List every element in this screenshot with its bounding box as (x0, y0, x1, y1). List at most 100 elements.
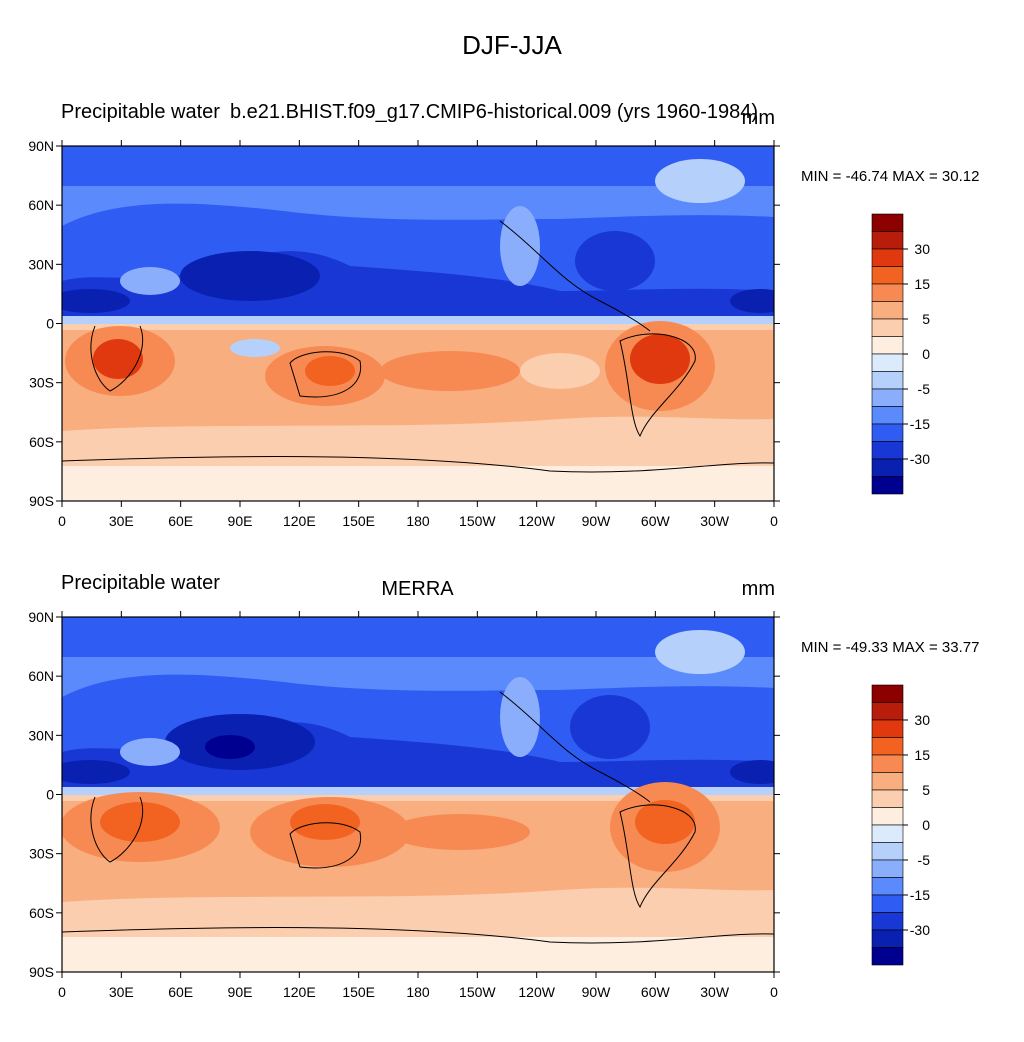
colorbar-label: -15 (910, 887, 930, 903)
lat-tick-label: 30N (28, 256, 54, 272)
colorbar-label: -30 (910, 922, 930, 938)
lat-tick-label: 90N (28, 609, 54, 625)
lon-tick-label: 0 (770, 513, 778, 529)
lon-tick-label: 0 (58, 984, 66, 1000)
colorbar-swatch (871, 213, 904, 232)
lon-tick-label: 0 (770, 984, 778, 1000)
colorbar-label: -5 (918, 852, 931, 868)
colorbar-swatch (871, 877, 904, 896)
colorbar-swatch (871, 301, 904, 320)
panel-obs: Precipitable water MERRA mm MIN = -49.33… (0, 572, 1024, 1042)
colorbar-swatch (871, 894, 904, 913)
colorbar-swatch (871, 423, 904, 442)
lat-tick-labels: 90N 60N 30N 0 30S 60S 90S (28, 609, 54, 980)
colorbar-label: 0 (922, 817, 930, 833)
colorbar-label: 0 (922, 346, 930, 362)
lat-tick-label: 30S (29, 846, 54, 862)
colorbar-swatch (871, 737, 904, 756)
lon-tick-label: 150W (459, 513, 496, 529)
lon-tick-label: 180 (406, 513, 430, 529)
lon-tick-label: 150E (342, 513, 375, 529)
lat-tick-label: 0 (46, 787, 54, 803)
colorbar-label: 15 (914, 747, 930, 763)
colorbar-swatch (871, 702, 904, 721)
panel-left-title: Precipitable water (61, 572, 220, 594)
contour-field (62, 617, 774, 972)
colorbar-label: -15 (910, 416, 930, 432)
colorbar-swatch (871, 231, 904, 250)
colorbar-swatch (871, 754, 904, 773)
map-plot: 90N 60N 30N 0 30S 60S 90S 0 30E 60E 90E 120E 150E 18… (28, 138, 931, 529)
colorbar-swatch (871, 684, 904, 703)
lon-tick-label: 30W (700, 513, 730, 529)
colorbar-swatch (871, 929, 904, 948)
colorbar-swatch (871, 719, 904, 738)
lon-tick-label: 30W (700, 984, 730, 1000)
colorbar-swatch (871, 248, 904, 267)
lon-tick-label: 90E (228, 513, 253, 529)
lon-tick-label: 60W (641, 984, 671, 1000)
colorbar-label: 30 (914, 712, 930, 728)
lon-tick-label: 30E (109, 984, 134, 1000)
panel-left-title: Precipitable water (61, 101, 220, 123)
lat-tick-label: 60N (28, 668, 54, 684)
min-max-label: MIN = -46.74 MAX = 30.12 (801, 168, 980, 185)
colorbar-swatch (871, 441, 904, 460)
lat-tick-label: 0 (46, 316, 54, 332)
colorbar-swatch (871, 458, 904, 477)
colorbar-swatch (871, 859, 904, 878)
coastlines (62, 691, 774, 944)
lon-tick-label: 90W (582, 513, 612, 529)
colorbar-swatch (871, 947, 904, 966)
lat-tick-label: 90S (29, 493, 54, 509)
lon-tick-label: 60E (168, 513, 193, 529)
panel-model: Precipitable water b.e21.BHIST.f09_g17.C… (0, 101, 1024, 571)
lon-tick-labels: 0 30E 60E 90E 120E 150E 180 150W 120W 90W 60W 30W 0 (58, 513, 778, 529)
figure-title: DJF-JJA (462, 30, 562, 60)
lon-tick-label: 150E (342, 984, 375, 1000)
lon-tick-labels: 0 30E 60E 90E 120E 150E 180 150W 120W 90W 60W 30W 0 (58, 984, 778, 1000)
lon-tick-label: 90E (228, 984, 253, 1000)
colorbar: 30 15 5 0 -5 -15 -30 (871, 684, 931, 966)
lat-tick-label: 90N (28, 138, 54, 154)
colorbar-swatch (871, 476, 904, 495)
colorbar-swatch (871, 807, 904, 826)
lon-tick-label: 30E (109, 513, 134, 529)
lat-tick-label: 60N (28, 197, 54, 213)
lat-tick-label: 90S (29, 964, 54, 980)
colorbar-label: -30 (910, 451, 930, 467)
coastlines (62, 220, 774, 473)
lon-tick-label: 150W (459, 984, 496, 1000)
contour-field (62, 146, 774, 501)
lon-tick-label: 60E (168, 984, 193, 1000)
colorbar-swatch (871, 353, 904, 372)
map-plot: 90N 60N 30N 0 30S 60S 90S 0 30E 60E 90E 120E 150E 18… (28, 609, 931, 1000)
lon-tick-label: 120E (283, 513, 316, 529)
colorbar-swatch (871, 388, 904, 407)
lon-tick-label: 60W (641, 513, 671, 529)
units-label: mm (741, 107, 775, 129)
lat-tick-label: 30S (29, 375, 54, 391)
lon-tick-label: 180 (406, 984, 430, 1000)
axis-ticks (56, 140, 780, 507)
colorbar-label: 5 (922, 782, 930, 798)
lon-tick-label: 90W (582, 984, 612, 1000)
lat-tick-label: 60S (29, 905, 54, 921)
lon-tick-label: 120E (283, 984, 316, 1000)
axis-ticks (56, 611, 780, 978)
colorbar-label: 5 (922, 311, 930, 327)
units-label: mm (741, 578, 775, 600)
min-max-label: MIN = -49.33 MAX = 33.77 (801, 639, 980, 656)
colorbar-label: 15 (914, 276, 930, 292)
colorbar-swatch (871, 406, 904, 425)
colorbar-label: 30 (914, 241, 930, 257)
panel-center-title: MERRA (381, 578, 454, 600)
lon-tick-label: 120W (518, 513, 555, 529)
colorbar-swatch (871, 283, 904, 302)
lat-tick-label: 60S (29, 434, 54, 450)
colorbar-label: -5 (918, 381, 931, 397)
lat-tick-label: 30N (28, 727, 54, 743)
colorbar-swatch (871, 772, 904, 791)
lon-tick-label: 0 (58, 513, 66, 529)
lat-tick-labels: 90N 60N 30N 0 30S 60S 90S (28, 138, 54, 509)
